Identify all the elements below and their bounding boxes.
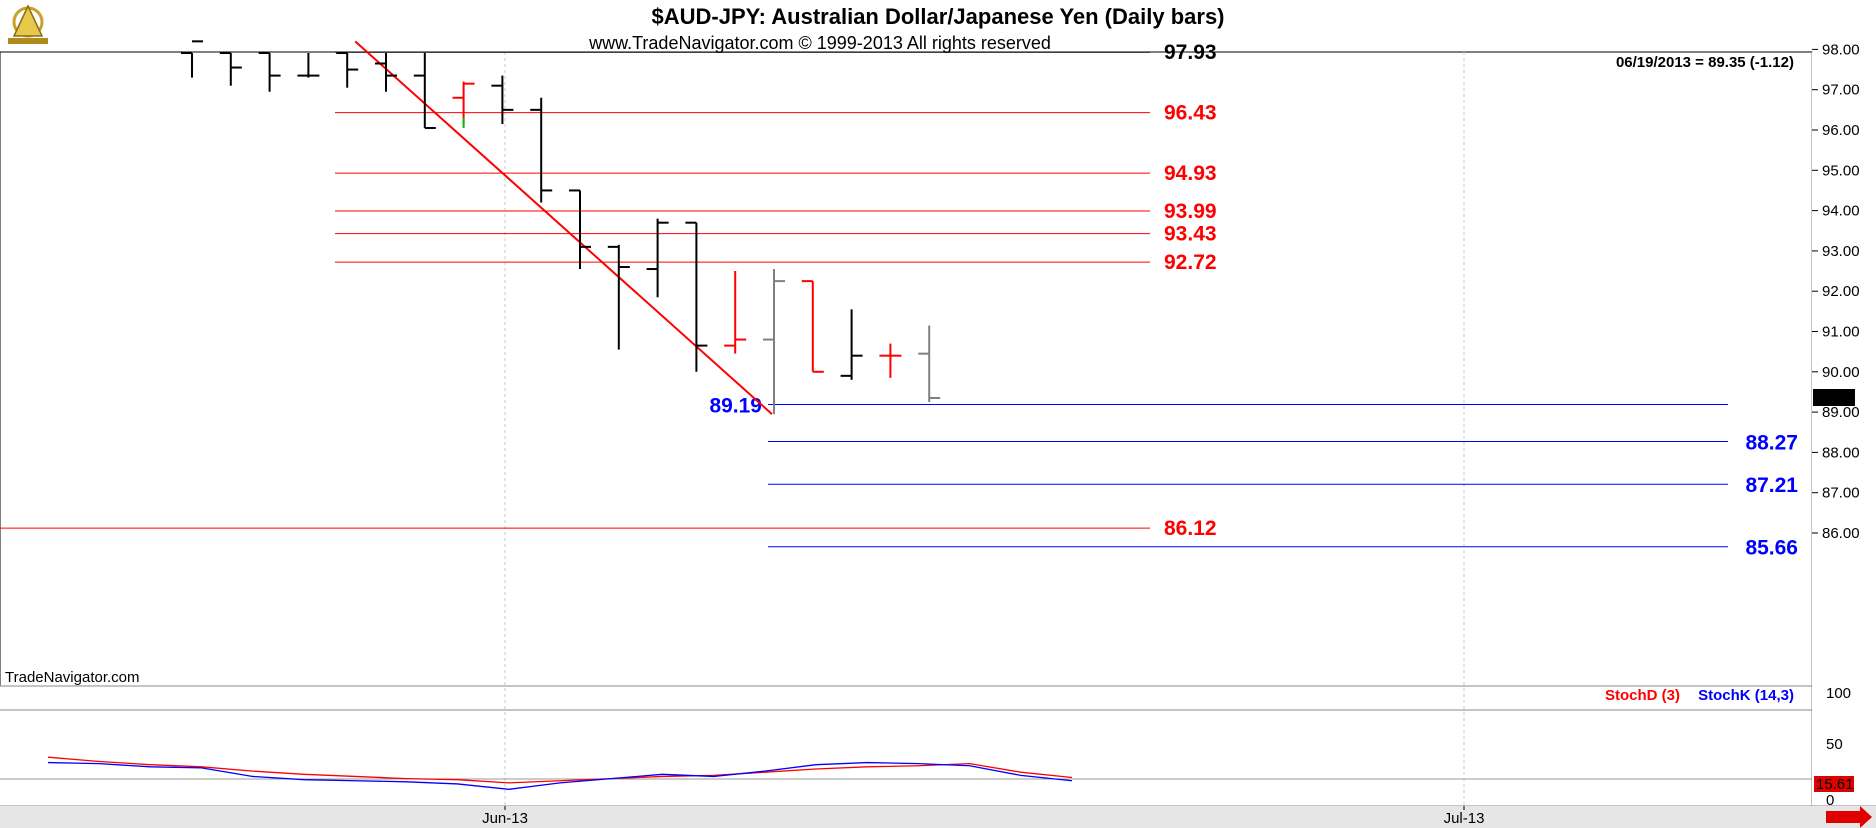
- ohlc-bar: [413, 53, 436, 129]
- x-ticks-layer: Jun-13 Jul-13: [482, 806, 1872, 828]
- ohlc-bar: [607, 244, 630, 350]
- support-label: 88.27: [1745, 432, 1798, 455]
- y-tick-label: 89.00: [1822, 404, 1860, 421]
- ohlc-bar: [219, 52, 242, 86]
- y-tick-label: 98.00: [1822, 41, 1860, 58]
- status-readout: 06/19/2013 = 89.35 (-1.12): [1616, 54, 1794, 71]
- ohlc-bar: [685, 221, 708, 372]
- y-tick-label: 87.00: [1822, 485, 1860, 502]
- y-tick-label: 92.00: [1822, 283, 1860, 300]
- stoch-last-box: [1814, 776, 1854, 792]
- x-axis-band: [0, 806, 1876, 828]
- sextant-logo-icon: [8, 4, 48, 44]
- resistance-label: 93.43: [1164, 223, 1217, 246]
- resistance-label: 93.99: [1164, 200, 1217, 223]
- x-tick-label: Jun-13: [482, 810, 528, 827]
- y-tick-label: 90.00: [1822, 364, 1860, 381]
- y-tick-label: 97.00: [1822, 82, 1860, 99]
- legend-stochd: StochD (3): [1605, 687, 1680, 704]
- resistance-label: 97.93: [1164, 41, 1217, 64]
- stochk-line: [47, 761, 1073, 790]
- ohlc-bar: [297, 53, 320, 78]
- last-price-label: 89.35: [1815, 390, 1853, 407]
- stoch-layer: StochD (3) StochK (14,3) 100 50 015.61: [0, 685, 1854, 809]
- y-tick-label: 93.00: [1822, 243, 1860, 260]
- ohlc-bar: [763, 269, 785, 415]
- resistance-label: 92.72: [1164, 251, 1217, 274]
- resistance-label: 94.93: [1164, 162, 1217, 185]
- ohlc-bar: [336, 52, 359, 88]
- ohlc-bar: [375, 53, 397, 92]
- legend-stochk: StochK (14,3): [1698, 687, 1794, 704]
- stoch-last-label: 15.61: [1816, 776, 1854, 793]
- ohlc-bar: [491, 75, 514, 124]
- ohlc-bar: [258, 52, 281, 92]
- trendline: [354, 40, 773, 415]
- x-tick-label: Jul-13: [1444, 810, 1485, 827]
- y-ticks-layer: 98.00 97.00 96.00 95.00 94.00 93.00 92.00 91.00…: [1812, 41, 1860, 542]
- chart-title: $AUD-JPY: Australian Dollar/Japanese Yen…: [651, 4, 1224, 29]
- copyright-text: www.TradeNavigator.com © 1999-2013 All r…: [588, 33, 1051, 53]
- ohlc-bar: [181, 40, 203, 78]
- main-panel-frame: [0, 51, 1813, 687]
- resistance-label: 86.12: [1164, 517, 1217, 540]
- ohlc-bar: [801, 280, 824, 373]
- stoch-y-tick-label: 50: [1826, 736, 1843, 753]
- ohlc-bar: [569, 189, 591, 270]
- support-label: 89.19: [709, 394, 762, 417]
- y-tick-label: 96.00: [1822, 122, 1860, 139]
- last-price-box: [1813, 388, 1855, 406]
- ohlc-bar: [530, 97, 553, 203]
- support-label: 85.66: [1745, 537, 1798, 560]
- watermark-text: TradeNavigator.com: [5, 669, 140, 686]
- ohlc-bar: [879, 343, 902, 378]
- scroll-right-arrow-icon[interactable]: [1826, 806, 1872, 828]
- stochd-line: [47, 756, 1073, 784]
- stoch-y-tick-label: 100: [1826, 685, 1851, 702]
- right-axis-bg: [1812, 52, 1876, 806]
- trend-layer: [354, 40, 773, 415]
- y-tick-label: 94.00: [1822, 203, 1860, 220]
- ohlc-bar: [724, 271, 747, 354]
- bars-layer: [181, 40, 941, 415]
- stoch-y-tick-label: 0: [1826, 792, 1834, 809]
- y-tick-label: 91.00: [1822, 324, 1860, 341]
- y-tick-label: 86.00: [1822, 525, 1860, 542]
- y-tick-label: 95.00: [1822, 162, 1860, 179]
- ohlc-bar: [646, 218, 669, 298]
- header-band: [0, 0, 1876, 52]
- y-tick-label: 88.00: [1822, 444, 1860, 461]
- support-label: 87.21: [1745, 474, 1798, 497]
- resistance-label: 96.43: [1164, 102, 1217, 125]
- ohlc-bar: [840, 309, 863, 380]
- ohlc-bar: [918, 325, 941, 403]
